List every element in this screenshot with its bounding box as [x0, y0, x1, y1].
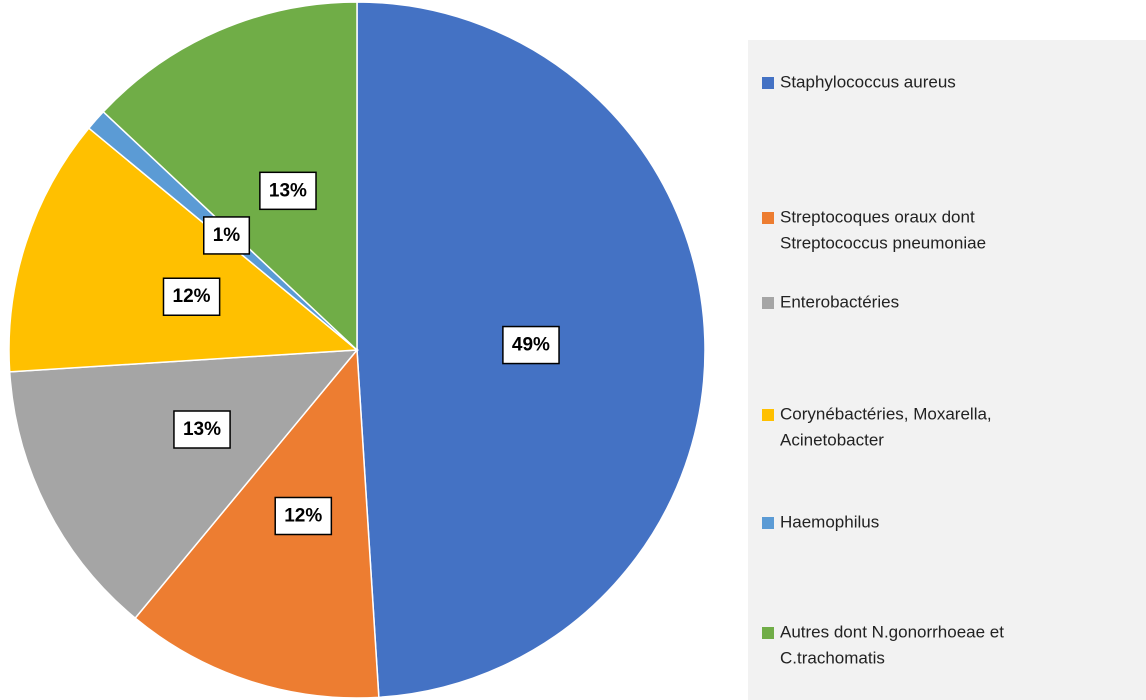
- pie-slice: [8, 349, 359, 620]
- data-label-box: [259, 171, 317, 211]
- data-label-box: [173, 410, 231, 449]
- legend-label: Streptocoques oraux dont: [780, 207, 975, 226]
- legend-swatch: [762, 627, 774, 639]
- legend-label: Autres dont N.gonorrhoeae et: [780, 622, 1004, 641]
- legend-label: C.trachomatis: [780, 648, 885, 667]
- pie-slice: [102, 1, 358, 352]
- data-label: 49%: [512, 335, 550, 356]
- legend-swatch: [762, 409, 774, 421]
- data-label-box: [202, 216, 251, 255]
- legend-swatch: [762, 297, 774, 309]
- data-label: 13%: [269, 180, 307, 201]
- data-label: 12%: [284, 505, 322, 526]
- legend-label: Acinetobacter: [780, 430, 884, 449]
- legend-label: Enterobactéries: [780, 292, 899, 311]
- data-label-box: [274, 496, 333, 536]
- legend-label: Corynébactéries, Moxarella,: [780, 404, 992, 423]
- data-label: 12%: [173, 286, 211, 307]
- legend-swatch: [762, 517, 774, 529]
- pie-slice: [8, 127, 359, 373]
- data-label: 13%: [183, 419, 221, 440]
- pie-slice: [134, 348, 380, 699]
- legend-label: Staphylococcus aureus: [780, 72, 956, 91]
- data-label-box: [162, 277, 221, 316]
- data-label-box: [502, 325, 560, 365]
- legend-label: Haemophilus: [780, 512, 879, 531]
- legend-panel: [748, 40, 1146, 700]
- data-label: 1%: [213, 225, 241, 246]
- legend-label: Streptococcus pneumoniae: [780, 233, 986, 252]
- legend-swatch: [762, 77, 774, 89]
- legend-swatch: [762, 212, 774, 224]
